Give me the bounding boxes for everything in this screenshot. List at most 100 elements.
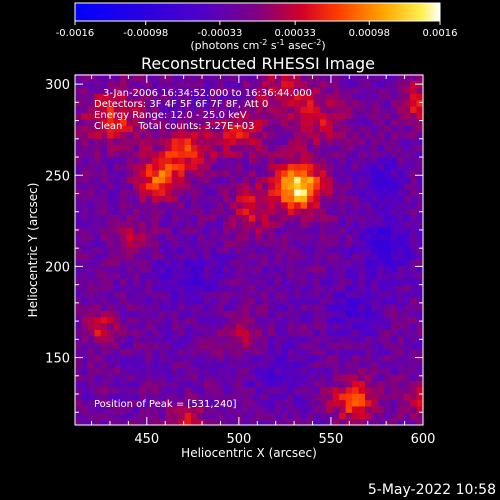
heatmap-cell [416,348,424,356]
heatmap-cell [152,118,160,126]
heatmap-cell [249,310,256,318]
heatmap-cell [171,265,179,273]
heatmap-cell [371,214,379,222]
heatmap-cell [268,227,276,235]
heatmap-cell [300,195,308,203]
heatmap-cell [268,252,276,260]
heatmap-cell [255,284,263,292]
heatmap-cell [191,220,198,228]
heatmap-cell [210,412,218,420]
heatmap-cell [216,393,224,401]
heatmap-cell [365,93,372,101]
heatmap-cell [139,393,147,401]
heatmap-cell [255,131,263,139]
heatmap-cell [261,99,269,107]
heatmap-cell [307,386,314,394]
heatmap-cell [307,284,314,292]
heatmap-cell [274,265,282,273]
heatmap-cell [87,240,95,247]
heatmap-cell [87,405,95,413]
heatmap-cell [171,246,179,254]
heatmap-cell [300,329,308,337]
heatmap-cell [294,112,302,120]
heatmap-cell [165,329,173,337]
heatmap-cell [197,188,205,196]
heatmap-cell [365,227,372,235]
heatmap-cell [139,252,147,260]
heatmap-cell [203,386,211,394]
heatmap-cell [165,208,173,216]
heatmap-cell [319,163,327,171]
heatmap-cell [223,271,231,279]
heatmap-cell [171,93,179,101]
heatmap-cell [75,386,82,394]
heatmap-cell [339,393,347,401]
heatmap-cell [203,284,211,292]
heatmap-cell [203,208,211,216]
heatmap-cell [191,278,198,286]
heatmap-cell [191,118,198,126]
heatmap-cell [307,342,314,350]
heatmap-cell [126,284,134,292]
heatmap-cell [365,386,372,394]
heatmap-cell [236,399,244,407]
heatmap-cell [410,265,418,273]
heatmap-cell [203,80,211,88]
heatmap-cell [352,329,360,337]
heatmap-cell [358,188,366,196]
heatmap-cell [107,227,115,235]
heatmap-cell [287,374,295,381]
heatmap-cell [358,386,366,394]
heatmap-cell [139,297,147,305]
heatmap-cell [94,322,102,330]
heatmap-cell [191,393,198,401]
heatmap-cell [191,169,198,177]
heatmap-cell [377,329,385,337]
heatmap-cell [242,150,250,158]
heatmap-cell [339,316,347,324]
heatmap-cell [416,310,424,318]
heatmap-cell [345,106,353,113]
heatmap-cell [313,335,321,343]
heatmap-cell [133,150,140,158]
heatmap-cell [352,188,360,196]
heatmap-cell [139,240,147,247]
heatmap-cell [332,93,340,101]
heatmap-cell [165,214,173,222]
heatmap-cell [268,271,276,279]
heatmap-cell [203,342,211,350]
heatmap-cell [287,176,295,184]
heatmap-cell [94,163,102,171]
heatmap-cell [339,233,347,241]
heatmap-cell [133,233,140,241]
heatmap-cell [307,195,314,203]
heatmap-cell [371,201,379,209]
heatmap-cell [236,131,244,139]
heatmap-cell [242,246,250,254]
heatmap-cell [261,157,269,164]
heatmap-cell [313,310,321,318]
heatmap-cell [339,74,347,82]
heatmap-cell [236,265,244,273]
heatmap-cell [75,322,82,330]
heatmap-cell [191,86,198,94]
heatmap-cell [281,99,289,107]
heatmap-cell [197,335,205,343]
heatmap-cell [107,137,115,145]
heatmap-cell [100,118,108,126]
heatmap-cell [229,125,237,133]
heatmap-cell [197,157,205,164]
heatmap-cell [365,150,372,158]
heatmap-cell [274,278,282,286]
heatmap-cell [326,259,334,267]
heatmap-cell [377,348,385,356]
heatmap-cell [307,310,314,318]
heatmap-cell [100,271,108,279]
heatmap-cell [345,278,353,286]
heatmap-cell [210,163,218,171]
heatmap-cell [197,214,205,222]
heatmap-cell [332,137,340,145]
heatmap-cell [158,240,166,247]
heatmap-cell [158,144,166,152]
heatmap-cell [345,386,353,394]
